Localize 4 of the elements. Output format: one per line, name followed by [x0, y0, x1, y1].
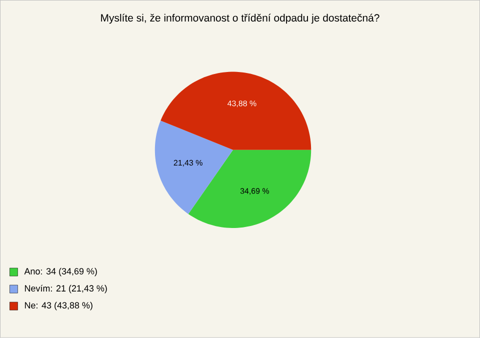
chart-title: Myslíte si, že informovanost o třídění odpadu je dostatečná?	[101, 14, 380, 24]
legend-label: Ano: 34 (34,69 %)	[24, 268, 97, 276]
legend-label: Nevím: 21 (21,43 %)	[24, 284, 107, 294]
legend-label: Ne: 43 (43,88 %)	[24, 302, 92, 310]
